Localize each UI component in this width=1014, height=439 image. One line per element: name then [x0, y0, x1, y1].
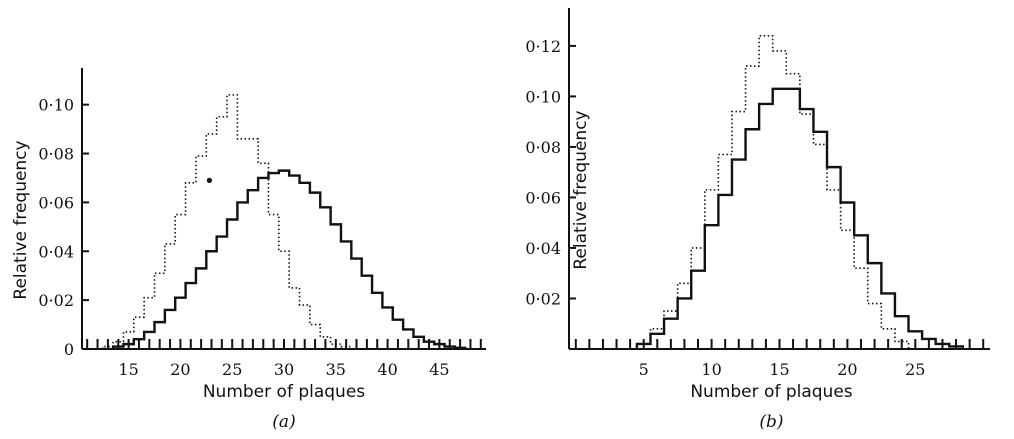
- chart-panel-a: 15 20 25 30 35 40 45 0 0·02 0·04 0·06 0·08 0·10 Numbe…: [11, 68, 486, 432]
- x-tick-label: 40: [377, 360, 397, 379]
- y-tick-label: 0: [64, 340, 74, 359]
- x-tick-label: 5: [639, 360, 649, 379]
- y-tick-label: 0·10: [525, 87, 561, 106]
- x-tick-label: 20: [170, 360, 190, 379]
- x-tick-label: 35: [326, 360, 346, 379]
- x-axis-label: Number of plaques: [203, 382, 365, 402]
- x-tick-label: 15: [769, 360, 789, 379]
- x-tick-label: 15: [118, 360, 138, 379]
- y-tick-label: 0·04: [38, 242, 74, 261]
- panel-label: (a): [272, 412, 295, 432]
- series-solid-histogram: [111, 169, 467, 349]
- series-solid-histogram: [635, 87, 965, 349]
- y-tick-label: 0·02: [38, 291, 74, 310]
- y-tick-label: 0·04: [525, 239, 561, 258]
- y-tick-label: 0·08: [525, 138, 561, 157]
- x-axis-label: Number of plaques: [690, 382, 852, 402]
- marker-dot: [206, 177, 213, 183]
- y-axis-label: Relative frequency: [11, 140, 31, 299]
- series-dotted-histogram: [636, 34, 910, 349]
- y-tick-label: 0·06: [38, 193, 74, 212]
- y-tick-label: 0·12: [525, 37, 561, 56]
- x-tick-label: 45: [429, 360, 449, 379]
- y-tick-label: 0·06: [525, 188, 561, 207]
- x-tick-label: 20: [837, 360, 857, 379]
- chart-panel-b: 5 10 15 20 25 0·02 0·04 0·06 0·08 0·10 0·12 Number …: [525, 8, 990, 432]
- panel-label: (b): [759, 412, 783, 432]
- x-tick-label: 25: [905, 360, 925, 379]
- x-tick-label: 30: [274, 360, 294, 379]
- y-tick-label: 0·08: [38, 145, 74, 164]
- x-tick-label: 10: [701, 360, 721, 379]
- series-dotted-histogram: [101, 94, 353, 349]
- y-tick-label: 0·02: [525, 289, 561, 308]
- y-axis-label: Relative frequency: [571, 110, 591, 269]
- x-tick-label: 25: [222, 360, 242, 379]
- y-tick-label: 0·10: [38, 96, 74, 115]
